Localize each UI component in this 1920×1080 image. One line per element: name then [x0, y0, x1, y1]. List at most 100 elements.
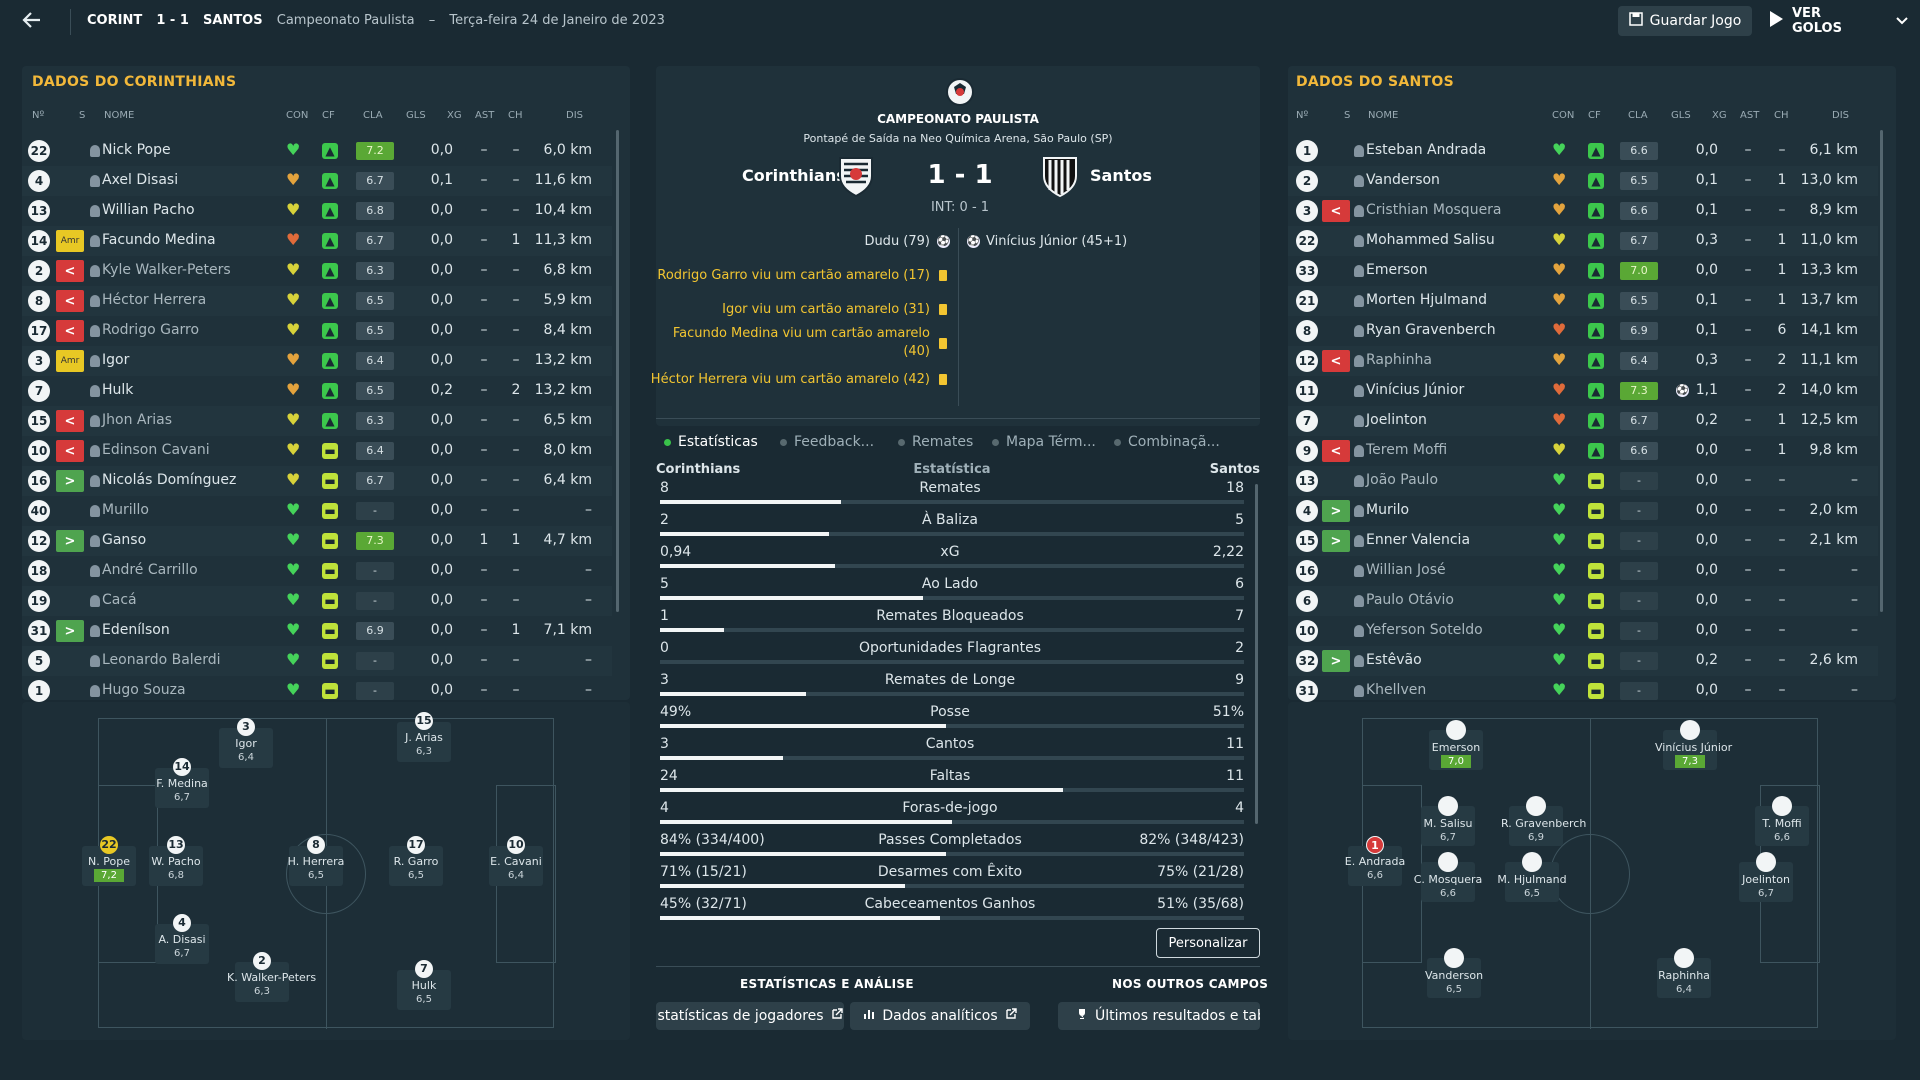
col-name[interactable]: NOME [104, 110, 135, 121]
pitch-player-token[interactable]: R. Gravenberch 6,9 [1501, 796, 1586, 846]
player-row[interactable]: 7 Hulk ♥ ▲ 6.5 0,2 – 2 13,2 km [22, 376, 612, 406]
player-row[interactable]: 14 Amr Facundo Medina ♥ ▲ 6.7 0,0 – 1 11,3 km [22, 226, 612, 256]
pitch-player-token[interactable]: C. Mosquera 6,6 [1413, 852, 1483, 902]
player-name[interactable]: Willian Pacho [102, 202, 195, 218]
player-row[interactable]: 22 Mohammed Salisu ♥ ▲ 6.7 0,3 – 1 11,0 km [1288, 226, 1878, 256]
player-row[interactable]: 31 > Edenílson ♥ ▬ 6.9 0,0 – 1 7,1 km [22, 616, 612, 646]
col-dis[interactable]: DIS [1832, 110, 1849, 121]
player-name[interactable]: Ganso [102, 532, 147, 548]
player-row[interactable]: 3 < Cristhian Mosquera ♥ ▲ 6.6 0,1 – – 8,9 km [1288, 196, 1878, 226]
pitch-player-token[interactable]: Joelinton 6,7 [1731, 852, 1801, 902]
player-name[interactable]: Mohammed Salisu [1366, 232, 1495, 248]
player-row[interactable]: 17 < Rodrigo Garro ♥ ▲ 6.5 0,0 – – 8,4 km [22, 316, 612, 346]
player-name[interactable]: Edinson Cavani [102, 442, 210, 458]
col-num[interactable]: Nº [1296, 110, 1309, 121]
col-cla[interactable]: CLA [1628, 110, 1648, 121]
save-game-button[interactable]: Guardar Jogo [1618, 6, 1752, 36]
pitch-player-token[interactable]: Vanderson 6,5 [1419, 948, 1489, 998]
tab-feedback[interactable]: Feedback... [780, 434, 874, 450]
col-s[interactable]: S [79, 110, 86, 121]
player-name[interactable]: Khellven [1366, 682, 1427, 698]
pitch-player-token[interactable]: Raphinha 6,4 [1649, 948, 1719, 998]
pitch-player-token[interactable]: 1 E. Andrada 6,6 [1340, 836, 1410, 886]
col-con[interactable]: CON [1552, 110, 1575, 121]
tab-shots[interactable]: Remates [898, 434, 973, 450]
analytics-button[interactable]: Dados analíticos [850, 1002, 1030, 1030]
col-s[interactable]: S [1344, 110, 1351, 121]
pitch-player-token[interactable]: 17 R. Garro 6,5 [381, 836, 451, 886]
player-name[interactable]: Facundo Medina [102, 232, 216, 248]
col-cla[interactable]: CLA [363, 110, 383, 121]
player-stats-button[interactable]: statísticas de jogadores [656, 1002, 844, 1030]
player-row[interactable]: 12 < Raphinha ♥ ▲ 6.4 0,3 – 2 11,1 km [1288, 346, 1878, 376]
pitch-player-token[interactable]: M. Salisu 6,7 [1413, 796, 1483, 846]
player-row[interactable]: 2 < Kyle Walker-Peters ♥ ▲ 6.3 0,0 – – 6,8 km [22, 256, 612, 286]
away-table-scrollbar[interactable] [1880, 130, 1883, 612]
player-row[interactable]: 40 Murillo ♥ ▬ - 0,0 – – – [22, 496, 612, 526]
col-name[interactable]: NOME [1368, 110, 1399, 121]
col-dis[interactable]: DIS [566, 110, 583, 121]
tab-combinations[interactable]: Combinaçã... [1114, 434, 1220, 450]
player-row[interactable]: 19 Cacá ♥ ▬ - 0,0 – – – [22, 586, 612, 616]
player-name[interactable]: Kyle Walker-Peters [102, 262, 231, 278]
player-name[interactable]: Cristhian Mosquera [1366, 202, 1502, 218]
player-name[interactable]: Joelinton [1366, 412, 1427, 428]
tab-heatmap[interactable]: Mapa Térm... [992, 434, 1096, 450]
pitch-player-token[interactable]: Emerson 7,0 [1421, 720, 1491, 770]
player-name[interactable]: Murilo [1366, 502, 1410, 518]
stats-scrollbar[interactable] [1255, 484, 1258, 824]
home-team-name[interactable]: Corinthians [742, 166, 846, 185]
col-cf[interactable]: CF [1588, 110, 1601, 121]
col-ch[interactable]: CH [1774, 110, 1789, 121]
col-ch[interactable]: CH [508, 110, 523, 121]
player-row[interactable]: 2 Vanderson ♥ ▲ 6.5 0,1 – 1 13,0 km [1288, 166, 1878, 196]
away-team-name[interactable]: Santos [1090, 166, 1152, 185]
player-name[interactable]: Vinícius Júnior [1366, 382, 1465, 398]
player-row[interactable]: 15 > Enner Valencia ♥ ▬ - 0,0 – – 2,1 km [1288, 526, 1878, 556]
player-row[interactable]: 31 Khellven ♥ ▬ - 0,0 – – – [1288, 676, 1878, 706]
player-row[interactable]: 13 Willian Pacho ♥ ▲ 6.8 0,0– –10,4 km [22, 196, 612, 226]
player-row[interactable]: 4 Axel Disasi ♥ ▲ 6.7 0,1– –11,6 km [22, 166, 612, 196]
player-row[interactable]: 12 > Ganso ♥ ▬ 7.3 0,0 1 1 4,7 km [22, 526, 612, 556]
pitch-player-token[interactable]: 14 F. Medina 6,7 [147, 758, 217, 808]
pitch-player-token[interactable]: 7 Hulk 6,5 [389, 960, 459, 1010]
player-name[interactable]: Vanderson [1366, 172, 1440, 188]
player-name[interactable]: Nicolás Domínguez [102, 472, 237, 488]
player-name[interactable]: André Carrillo [102, 562, 198, 578]
player-name[interactable]: Leonardo Balerdi [102, 652, 221, 668]
pitch-player-token[interactable]: Vinícius Júnior 7,3 [1655, 720, 1732, 770]
player-row[interactable]: 16 Willian José ♥ ▬ - 0,0 – – – [1288, 556, 1878, 586]
player-name[interactable]: Paulo Otávio [1366, 592, 1454, 608]
player-row[interactable]: 8 < Héctor Herrera ♥ ▲ 6.5 0,0 – – 5,9 km [22, 286, 612, 316]
player-name[interactable]: Enner Valencia [1366, 532, 1471, 548]
player-name[interactable]: Ryan Gravenberch [1366, 322, 1496, 338]
pitch-player-token[interactable]: 4 A. Disasi 6,7 [147, 914, 217, 964]
player-name[interactable]: Esteban Andrada [1366, 142, 1487, 158]
col-gls[interactable]: GLS [1671, 110, 1691, 121]
col-num[interactable]: Nº [32, 110, 45, 121]
player-name[interactable]: Hulk [102, 382, 134, 398]
back-arrow-icon[interactable] [20, 8, 48, 36]
player-name[interactable]: Igor [102, 352, 130, 368]
player-name[interactable]: Axel Disasi [102, 172, 179, 188]
col-ast[interactable]: AST [1740, 110, 1760, 121]
col-cf[interactable]: CF [322, 110, 335, 121]
col-xg[interactable]: XG [447, 110, 462, 121]
player-row[interactable]: 22 Nick Pope ♥ ▲ 7.2 0,0 – – 6,0 km [22, 136, 612, 166]
player-row[interactable]: 33 Emerson ♥ ▲ 7.0 0,0 – 1 13,3 km [1288, 256, 1878, 286]
player-row[interactable]: 18 André Carrillo ♥ ▬ - 0,0 – – – [22, 556, 612, 586]
pitch-player-token[interactable]: 8 H. Herrera 6,5 [281, 836, 351, 886]
pitch-player-token[interactable]: 13 W. Pacho 6,8 [141, 836, 211, 886]
chevron-down-icon[interactable] [1896, 14, 1908, 29]
pitch-player-token[interactable]: 10 E. Cavani 6,4 [481, 836, 551, 886]
player-row[interactable]: 11 Vinícius Júnior ♥ ▲ 7.3 ⚽ 1,1 – 2 14,0 km [1288, 376, 1878, 406]
player-row[interactable]: 9 < Terem Moffi ♥ ▲ 6.6 0,0 – 1 9,8 km [1288, 436, 1878, 466]
player-name[interactable]: João Paulo [1366, 472, 1439, 488]
pitch-player-token[interactable]: 22 N. Pope 7,2 [74, 836, 144, 886]
latest-results-button[interactable]: Últimos resultados e tabe [1058, 1002, 1260, 1030]
pitch-player-token[interactable]: T. Moffi 6,6 [1747, 796, 1817, 846]
player-row[interactable]: 6 Paulo Otávio ♥ ▬ - 0,0 – – – [1288, 586, 1878, 616]
player-row[interactable]: 4 > Murilo ♥ ▬ - 0,0 – – 2,0 km [1288, 496, 1878, 526]
col-gls[interactable]: GLS [406, 110, 426, 121]
pitch-player-token[interactable]: 3 Igor 6,4 [211, 718, 281, 768]
